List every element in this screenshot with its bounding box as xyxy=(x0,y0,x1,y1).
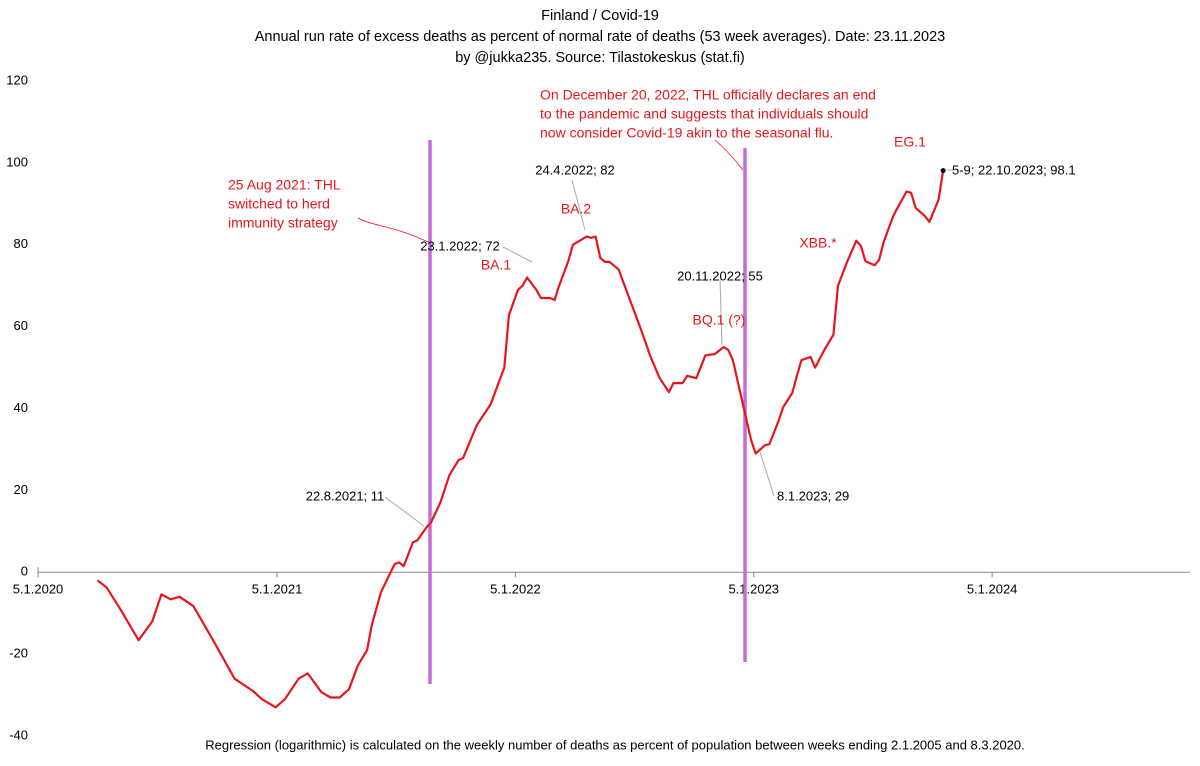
annotation: to the pandemic and suggests that indivi… xyxy=(540,106,868,122)
y-tick-label: 20 xyxy=(14,482,28,497)
point-label: 23.1.2022; 72 xyxy=(420,238,500,253)
y-tick-label: 100 xyxy=(6,154,28,169)
variant-label: XBB.* xyxy=(799,235,837,251)
y-tick-label: -40 xyxy=(9,727,28,742)
variant-label: BQ.1 (?) xyxy=(693,312,746,328)
y-tick-label: 0 xyxy=(21,564,28,579)
y-tick-label: -20 xyxy=(9,646,28,661)
x-tick-label: 5.1.2020 xyxy=(13,582,64,597)
variant-label: BA.2 xyxy=(561,201,592,217)
end-point xyxy=(940,168,946,174)
annotation: now consider Covid-19 akin to the season… xyxy=(540,125,833,141)
footnote: Regression (logarithmic) is calculated o… xyxy=(205,737,1025,752)
y-tick-label: 40 xyxy=(14,400,28,415)
point-label: 5-9; 22.10.2023; 98.1 xyxy=(952,162,1076,177)
leader-curve xyxy=(714,139,744,171)
data-line xyxy=(96,170,945,709)
x-tick-label: 5.1.2024 xyxy=(967,582,1018,597)
point-label: 24.4.2022; 82 xyxy=(535,162,615,177)
chart-byline: by @jukka235. Source: Tilastokeskus (sta… xyxy=(455,50,745,66)
point-label: 22.8.2021; 11 xyxy=(306,488,385,503)
leader-line xyxy=(571,179,586,231)
leader-line xyxy=(759,451,775,497)
leader-line xyxy=(384,496,425,527)
y-tick-label: 120 xyxy=(6,72,28,87)
x-tick-label: 5.1.2022 xyxy=(490,582,541,597)
y-tick-label: 60 xyxy=(14,318,28,333)
variant-label: BA.1 xyxy=(481,257,512,273)
x-tick-label: 5.1.2021 xyxy=(252,582,303,597)
leader-line xyxy=(502,246,533,263)
point-label: 8.1.2023; 29 xyxy=(777,488,849,503)
point-label: 20.11.2022; 55 xyxy=(677,268,763,283)
variant-label: EG.1 xyxy=(894,134,926,150)
y-tick-label: 80 xyxy=(14,236,28,251)
leader-line xyxy=(719,278,723,346)
annotation: 25 Aug 2021: THL xyxy=(228,177,341,193)
annotation: immunity strategy xyxy=(228,215,338,231)
chart-subtitle: Annual run rate of excess deaths as perc… xyxy=(255,29,946,45)
annotation: On December 20, 2022, THL officially dec… xyxy=(540,87,876,103)
leader-curve xyxy=(357,217,429,243)
annotation: switched to herd xyxy=(228,196,330,212)
x-tick-label: 5.1.2023 xyxy=(728,582,779,597)
chart-title: Finland / Covid-19 xyxy=(541,8,659,24)
